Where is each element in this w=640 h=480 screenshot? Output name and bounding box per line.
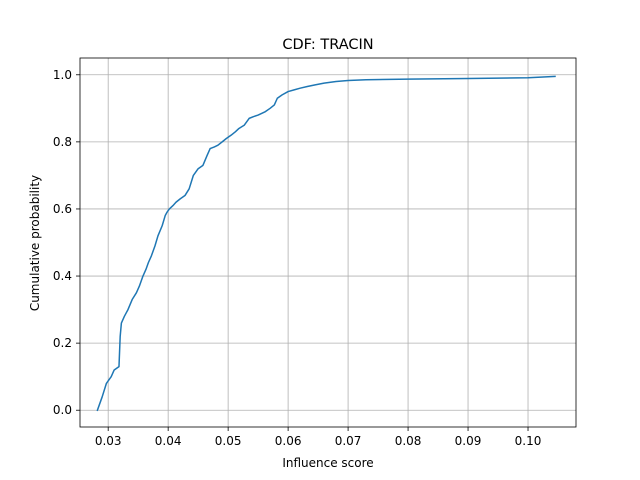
y-tick-label: 0.2 <box>53 336 72 350</box>
y-tick-label: 0.0 <box>53 403 72 417</box>
x-tick-label: 0.04 <box>155 434 182 448</box>
grid <box>80 58 576 427</box>
y-tick-label: 1.0 <box>53 68 72 82</box>
plot-area <box>96 75 556 412</box>
x-tick-label: 0.10 <box>515 434 542 448</box>
y-axis-ticks: 0.0 0.2 0.4 0.6 0.8 1.0 <box>53 68 80 417</box>
x-tick-label: 0.06 <box>275 434 302 448</box>
x-axis-label: Influence score <box>282 456 373 470</box>
x-axis-ticks: 0.03 0.04 0.05 0.06 0.07 0.08 0.09 0.10 <box>95 427 542 448</box>
x-tick-label: 0.09 <box>455 434 482 448</box>
y-tick-label: 0.6 <box>53 202 72 216</box>
chart-title: CDF: TRACIN <box>282 37 373 53</box>
y-tick-label: 0.4 <box>53 269 72 283</box>
cdf-line <box>96 75 556 412</box>
x-tick-label: 0.07 <box>335 434 362 448</box>
y-tick-label: 0.8 <box>53 135 72 149</box>
y-axis-label: Cumulative probability <box>28 175 42 311</box>
axes-frame <box>79 57 577 428</box>
x-tick-label: 0.05 <box>215 434 242 448</box>
x-tick-label: 0.08 <box>395 434 422 448</box>
x-tick-label: 0.03 <box>95 434 122 448</box>
